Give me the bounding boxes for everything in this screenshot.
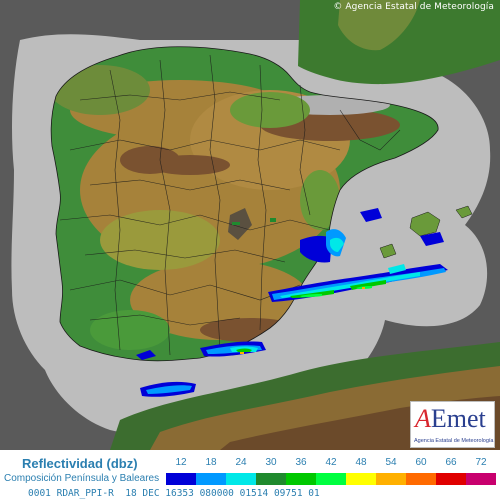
scale-label-36: 36 xyxy=(295,457,307,468)
scale-swatch-30 xyxy=(256,473,286,485)
scale-label-48: 48 xyxy=(355,457,367,468)
balearic-islands xyxy=(379,205,473,259)
aemet-logo: AEmet Agencia Estatal de Meteorología xyxy=(410,401,495,448)
scale-label-54: 54 xyxy=(385,457,397,468)
scale-label-72: 72 xyxy=(475,457,487,468)
scale-swatch-12 xyxy=(166,473,196,485)
precipitation-echoes xyxy=(136,208,448,397)
iberia-coastline xyxy=(50,46,439,362)
scale-swatch-60 xyxy=(406,473,436,485)
scale-label-30: 30 xyxy=(265,457,277,468)
logo-wordmark-accent: A xyxy=(415,404,431,433)
logo-wordmark: AEmet xyxy=(415,404,486,434)
scale-swatch-18 xyxy=(196,473,226,485)
scale-swatch-36 xyxy=(286,473,316,485)
logo-subtitle: Agencia Estatal de Meteorología xyxy=(414,438,494,444)
legend-subtitle: Composición Península y Baleares xyxy=(4,473,160,484)
scale-label-66: 66 xyxy=(445,457,457,468)
scale-label-24: 24 xyxy=(235,457,247,468)
copyright-text: © Agencia Estatal de Meteorología xyxy=(333,2,494,12)
legend-title: Reflectividad (dbz) xyxy=(22,456,138,471)
scale-swatch-72 xyxy=(466,473,496,485)
logo-wordmark-rest: Emet xyxy=(430,404,486,433)
scale-label-60: 60 xyxy=(415,457,427,468)
scale-label-42: 42 xyxy=(325,457,337,468)
province-borders xyxy=(59,54,401,356)
scale-swatch-24 xyxy=(226,473,256,485)
scale-labels: 12 18 24 30 36 42 48 54 60 66 72 xyxy=(166,457,496,471)
scale-label-18: 18 xyxy=(205,457,217,468)
status-line: 0001 RDAR_PPI-R 18 DEC 16353 080000 0151… xyxy=(0,488,500,500)
color-scale-bar xyxy=(166,473,496,485)
scale-swatch-54 xyxy=(376,473,406,485)
scale-swatch-66 xyxy=(436,473,466,485)
scale-swatch-42 xyxy=(316,473,346,485)
scale-label-12: 12 xyxy=(175,457,187,468)
scale-swatch-48 xyxy=(346,473,376,485)
reflectivity-legend: Reflectividad (dbz) Composición Penínsul… xyxy=(0,450,500,488)
radar-map xyxy=(11,0,500,450)
france-land xyxy=(298,0,500,85)
